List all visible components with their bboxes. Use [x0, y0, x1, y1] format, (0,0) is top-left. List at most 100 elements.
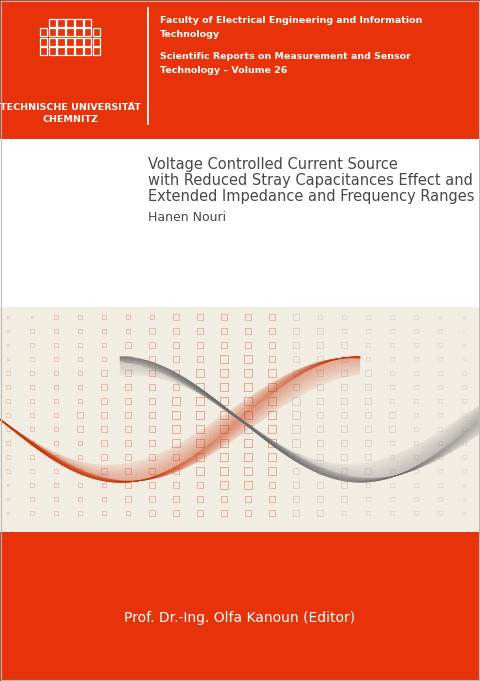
Bar: [30, 385, 34, 389]
Bar: [462, 441, 466, 445]
Bar: [293, 315, 299, 319]
Bar: [54, 357, 58, 361]
Bar: [54, 343, 58, 347]
Bar: [342, 329, 347, 334]
Bar: [84, 47, 91, 55]
Bar: [462, 385, 466, 389]
Bar: [438, 497, 442, 501]
Bar: [125, 343, 131, 347]
Bar: [78, 469, 82, 473]
Bar: [173, 496, 179, 502]
Bar: [40, 37, 47, 46]
Bar: [66, 28, 73, 36]
Bar: [365, 469, 371, 473]
Bar: [101, 469, 107, 473]
Bar: [438, 455, 442, 459]
Bar: [293, 383, 300, 390]
Bar: [268, 383, 276, 391]
Bar: [7, 498, 10, 501]
Bar: [101, 384, 107, 390]
Bar: [75, 37, 83, 46]
Bar: [244, 397, 252, 405]
Bar: [220, 439, 228, 447]
Bar: [414, 441, 418, 445]
Bar: [30, 455, 34, 459]
Bar: [197, 314, 203, 320]
Bar: [366, 343, 370, 347]
Bar: [341, 343, 347, 347]
Bar: [414, 343, 418, 347]
Bar: [244, 411, 252, 419]
Bar: [221, 496, 228, 503]
Bar: [317, 482, 323, 488]
Bar: [268, 439, 276, 447]
Bar: [389, 441, 395, 445]
Bar: [197, 496, 203, 502]
Bar: [173, 370, 179, 377]
Bar: [462, 456, 466, 458]
Bar: [463, 511, 465, 514]
Bar: [341, 496, 347, 501]
Bar: [0, 132, 480, 139]
Bar: [30, 330, 34, 332]
Bar: [341, 370, 347, 376]
Bar: [78, 357, 82, 361]
Bar: [245, 496, 252, 503]
Bar: [125, 440, 131, 446]
Bar: [102, 343, 106, 347]
Bar: [244, 383, 252, 391]
Bar: [48, 28, 56, 36]
Bar: [125, 370, 131, 376]
Bar: [390, 343, 394, 347]
Bar: [48, 37, 56, 46]
Bar: [126, 329, 131, 334]
Bar: [390, 385, 395, 390]
Bar: [317, 384, 323, 390]
Bar: [77, 441, 83, 445]
Bar: [366, 496, 370, 501]
Bar: [6, 456, 10, 458]
Bar: [196, 370, 204, 377]
Bar: [293, 468, 299, 474]
Bar: [30, 371, 34, 375]
Bar: [48, 47, 56, 55]
Bar: [462, 399, 466, 402]
Bar: [463, 344, 466, 347]
Bar: [149, 468, 155, 474]
Bar: [173, 468, 179, 474]
Text: Prof. Dr.-Ing. Olfa Kanoun (Editor): Prof. Dr.-Ing. Olfa Kanoun (Editor): [124, 612, 356, 625]
Bar: [78, 511, 82, 515]
Bar: [341, 454, 347, 460]
Bar: [125, 412, 131, 418]
Bar: [30, 399, 34, 403]
Bar: [341, 469, 347, 474]
Bar: [244, 481, 252, 488]
Bar: [317, 411, 324, 418]
Bar: [414, 469, 418, 473]
Bar: [268, 397, 276, 405]
Bar: [30, 497, 34, 501]
Bar: [414, 413, 419, 417]
Bar: [318, 315, 323, 319]
Bar: [389, 398, 395, 404]
Bar: [245, 510, 251, 516]
Bar: [365, 454, 371, 460]
Bar: [341, 482, 347, 488]
Text: with Reduced Stray Capacitances Effect and: with Reduced Stray Capacitances Effect a…: [148, 173, 473, 188]
Bar: [463, 358, 466, 360]
Bar: [414, 371, 418, 375]
Bar: [173, 315, 179, 319]
Bar: [221, 328, 227, 334]
Bar: [149, 440, 156, 446]
Bar: [30, 511, 34, 515]
Bar: [390, 511, 394, 515]
Bar: [101, 440, 107, 446]
Bar: [293, 370, 299, 377]
Bar: [172, 426, 180, 432]
Bar: [30, 343, 34, 347]
Bar: [30, 484, 34, 487]
Bar: [366, 329, 370, 333]
Bar: [197, 481, 204, 488]
Bar: [196, 411, 204, 419]
Bar: [125, 356, 131, 362]
